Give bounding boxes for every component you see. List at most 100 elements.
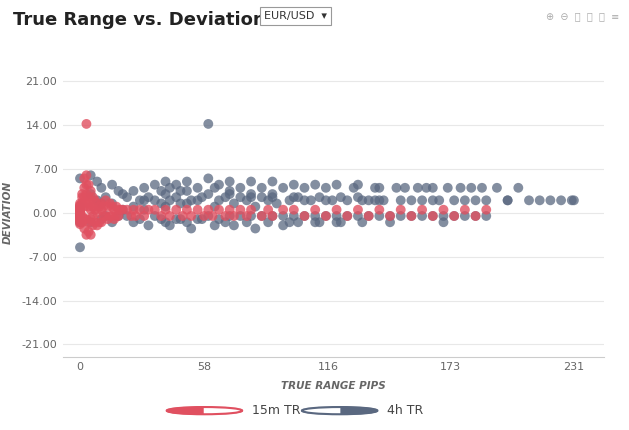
Point <box>197 194 207 201</box>
Point <box>156 212 166 219</box>
Point <box>186 212 196 219</box>
Point <box>84 219 94 226</box>
Point <box>203 190 213 197</box>
Point <box>182 200 192 207</box>
Point <box>107 203 117 210</box>
Point <box>77 212 87 219</box>
Point <box>128 206 138 213</box>
Point <box>75 202 85 209</box>
Wedge shape <box>302 407 340 414</box>
Point <box>75 207 85 214</box>
Point <box>257 194 267 201</box>
Point <box>86 231 96 238</box>
Text: True Range vs. Deviation: True Range vs. Deviation <box>13 11 265 29</box>
Point <box>257 184 267 191</box>
Point <box>421 184 431 191</box>
Point <box>182 219 192 226</box>
Point <box>171 206 181 213</box>
Point <box>331 212 342 219</box>
Point <box>310 219 320 226</box>
Point <box>122 194 132 201</box>
Point <box>81 181 91 188</box>
Point <box>400 184 410 191</box>
Point <box>321 212 331 219</box>
Point <box>246 194 256 201</box>
Point <box>220 219 230 226</box>
Point <box>396 212 406 219</box>
Y-axis label: DEVIATION: DEVIATION <box>3 181 13 244</box>
Point <box>84 203 94 210</box>
Point <box>438 206 448 213</box>
Point <box>503 197 513 204</box>
Text: 15m TR: 15m TR <box>252 404 300 417</box>
Point <box>75 203 85 210</box>
Point <box>192 216 203 223</box>
Point <box>111 203 121 210</box>
Point <box>182 206 192 213</box>
Point <box>81 216 91 223</box>
Point <box>165 197 175 204</box>
Point <box>357 219 367 226</box>
Point <box>417 197 427 204</box>
Point <box>92 178 102 185</box>
Point <box>75 212 85 219</box>
Point <box>428 197 438 204</box>
Point <box>101 194 111 201</box>
Point <box>374 197 384 204</box>
Point <box>428 212 438 219</box>
Text: EUR/USD  ▾: EUR/USD ▾ <box>264 11 327 21</box>
Point <box>103 203 113 210</box>
Point <box>438 219 448 226</box>
Point <box>385 219 395 226</box>
Point <box>75 212 85 219</box>
Point <box>289 212 299 219</box>
Point <box>246 190 256 197</box>
Point <box>86 190 96 197</box>
Point <box>246 212 256 219</box>
Point <box>81 200 91 207</box>
Point <box>374 212 384 219</box>
Point <box>342 197 352 204</box>
Point <box>160 203 170 210</box>
Point <box>75 214 85 221</box>
Point <box>156 187 166 194</box>
Point <box>225 178 235 185</box>
Point <box>235 184 245 191</box>
Point <box>242 219 252 226</box>
Point <box>203 212 213 219</box>
Point <box>438 212 448 219</box>
Point <box>107 181 117 188</box>
Point <box>75 221 85 227</box>
Point <box>267 194 277 201</box>
Point <box>94 219 104 226</box>
Point <box>267 212 277 219</box>
Point <box>75 206 85 213</box>
Point <box>103 216 113 223</box>
Point <box>192 184 203 191</box>
Point <box>116 206 126 213</box>
Point <box>88 203 98 210</box>
Point <box>156 216 166 223</box>
Point <box>545 197 555 204</box>
Point <box>107 200 117 207</box>
Point <box>79 225 89 232</box>
Point <box>353 206 363 213</box>
Point <box>192 206 203 213</box>
Point <box>109 216 120 223</box>
Point <box>293 219 303 226</box>
Point <box>477 184 487 191</box>
Point <box>113 212 123 219</box>
Point <box>113 206 123 213</box>
Text: ⊕  ⊖  🔍  ✋  🏠  ≡: ⊕ ⊖ 🔍 ✋ 🏠 ≡ <box>547 11 620 21</box>
Point <box>150 197 160 204</box>
Point <box>524 197 534 204</box>
Point <box>81 172 91 179</box>
Point <box>156 200 166 207</box>
Point <box>165 222 175 229</box>
Point <box>342 212 352 219</box>
Point <box>81 231 91 238</box>
Point <box>75 215 85 221</box>
Point <box>242 212 252 219</box>
Point <box>321 197 331 204</box>
Point <box>128 203 138 210</box>
